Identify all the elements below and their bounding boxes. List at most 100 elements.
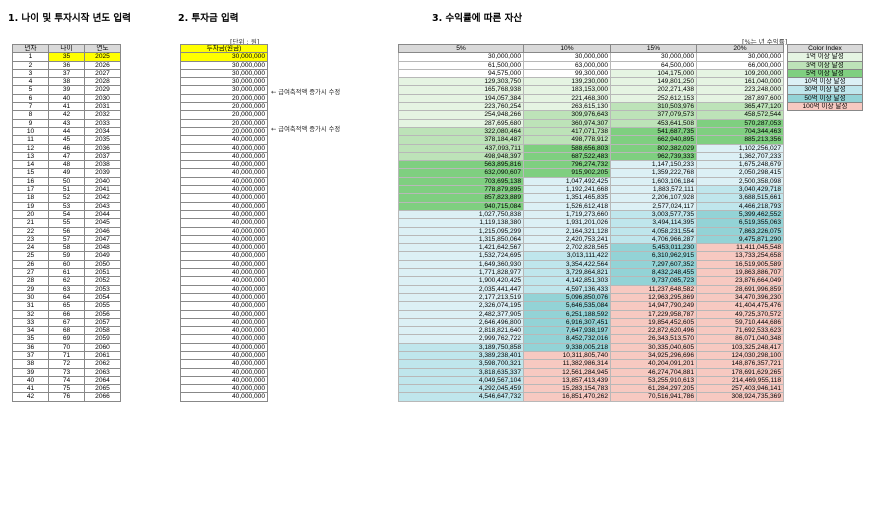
table-row: 20,000,000 bbox=[180, 93, 268, 104]
investment-cell[interactable]: 40,000,000 bbox=[180, 317, 268, 328]
year-cell[interactable]: 2025 bbox=[84, 52, 121, 62]
table-row: 30,000,000 bbox=[180, 52, 268, 62]
asset-cell: 498,778,912 bbox=[523, 135, 611, 145]
table-row: 4 38 2028 bbox=[12, 77, 121, 87]
investment-cell[interactable]: 40,000,000 bbox=[180, 201, 268, 211]
asset-cell: 13,857,413,439 bbox=[523, 375, 611, 386]
year-index-cell: 17 bbox=[12, 185, 49, 195]
table-row: 42 76 2066 bbox=[12, 392, 121, 402]
asset-cell: 378,184,487 bbox=[398, 135, 524, 145]
investment-cell[interactable]: 40,000,000 bbox=[180, 284, 268, 294]
age-cell: 51 bbox=[48, 185, 85, 195]
investment-cell[interactable]: 40,000,000 bbox=[180, 143, 268, 153]
year-index-cell: 24 bbox=[12, 243, 49, 253]
investment-cell[interactable]: 40,000,000 bbox=[180, 359, 268, 369]
year-cell: 2054 bbox=[84, 292, 121, 303]
investment-cell[interactable]: 40,000,000 bbox=[180, 160, 268, 170]
asset-table: 5% 10% 15% 20% 30,000,000 30,000,000 30,000,0… bbox=[398, 43, 784, 402]
table-row: 40,000,000 bbox=[180, 309, 268, 319]
year-cell: 2051 bbox=[84, 267, 121, 278]
table-row: 25 59 2049 bbox=[12, 251, 121, 261]
year-cell: 2047 bbox=[84, 234, 121, 245]
asset-cell: 778,879,895 bbox=[398, 185, 524, 195]
investment-cell[interactable]: 40,000,000 bbox=[180, 234, 268, 245]
investment-cell[interactable]: 30,000,000 bbox=[180, 85, 268, 95]
investment-cell[interactable]: 40,000,000 bbox=[180, 259, 268, 270]
asset-cell: 7,863,226,075 bbox=[696, 226, 784, 236]
investment-cell[interactable]: 40,000,000 bbox=[180, 243, 268, 253]
year-cell: 2039 bbox=[84, 168, 121, 178]
investment-cell[interactable]: 40,000,000 bbox=[180, 301, 268, 311]
year-index-cell: 34 bbox=[12, 326, 49, 336]
table-row: 21 55 2045 bbox=[12, 218, 121, 228]
asset-cell: 1,900,420,425 bbox=[398, 276, 524, 286]
asset-cell: 165,768,938 bbox=[398, 85, 524, 95]
investment-cell[interactable]: 30,000,000 bbox=[180, 68, 268, 79]
asset-cell: 2,035,441,447 bbox=[398, 284, 524, 294]
asset-cell: 8,452,732,016 bbox=[523, 334, 611, 344]
investment-cell[interactable]: 40,000,000 bbox=[180, 151, 268, 162]
asset-cell: 1,883,572,111 bbox=[610, 185, 697, 195]
investment-cell[interactable]: 40,000,000 bbox=[180, 375, 268, 386]
table-row: 2,326,074,195 5,646,535,084 14,947,790,249… bbox=[398, 301, 784, 311]
investment-cell[interactable]: 40,000,000 bbox=[180, 292, 268, 303]
year-cell: 2066 bbox=[84, 392, 121, 402]
asset-cell: 588,656,803 bbox=[523, 143, 611, 153]
table-row: 36 70 2060 bbox=[12, 342, 121, 353]
asset-cell: 30,335,040,605 bbox=[610, 342, 697, 353]
investment-cell[interactable]: 20,000,000 bbox=[180, 102, 268, 112]
unit-label: [단위 : 원] bbox=[230, 38, 260, 46]
table-row: 15 49 2039 bbox=[12, 168, 121, 178]
table-row: 2,818,821,640 7,647,938,197 22,872,620,496… bbox=[398, 326, 784, 336]
age-cell[interactable]: 35 bbox=[48, 52, 85, 62]
investment-cell[interactable]: 40,000,000 bbox=[180, 185, 268, 195]
asset-cell: 17,229,958,787 bbox=[610, 309, 697, 319]
investment-table: 투자금(원금) 30,000,000 30,000,000 30,000,000 30… bbox=[180, 43, 268, 402]
table-row: 4,292,045,459 15,283,154,783 61,284,297,20… bbox=[398, 384, 784, 394]
investment-cell[interactable]: 20,000,000 bbox=[180, 118, 268, 128]
age-cell: 57 bbox=[48, 234, 85, 245]
investment-cell[interactable]: 40,000,000 bbox=[180, 226, 268, 236]
investment-cell[interactable]: 40,000,000 bbox=[180, 267, 268, 278]
year-index-cell: 33 bbox=[12, 317, 49, 328]
table-row: 40,000,000 bbox=[180, 367, 268, 377]
table-row: 1,215,095,299 2,164,321,128 4,058,231,554 7… bbox=[398, 226, 784, 236]
investment-cell[interactable]: 40,000,000 bbox=[180, 209, 268, 220]
table-row: 1,532,724,695 3,013,111,422 6,310,962,915 1… bbox=[398, 251, 784, 261]
investment-cell[interactable]: 40,000,000 bbox=[180, 135, 268, 145]
asset-cell: 2,702,828,565 bbox=[523, 243, 611, 253]
investment-cell[interactable]: 40,000,000 bbox=[180, 251, 268, 261]
age-cell: 54 bbox=[48, 209, 85, 220]
asset-cell: 148,876,357,721 bbox=[696, 359, 784, 369]
rate-header: 10% bbox=[523, 43, 611, 54]
table-row: 940,715,084 1,526,612,418 2,577,024,117 4,4… bbox=[398, 201, 784, 211]
investment-cell[interactable]: 40,000,000 bbox=[180, 326, 268, 336]
investment-cell[interactable]: 30,000,000 bbox=[180, 77, 268, 87]
investment-cell[interactable]: 40,000,000 bbox=[180, 176, 268, 187]
year-cell: 2029 bbox=[84, 85, 121, 95]
investment-cell[interactable]: 40,000,000 bbox=[180, 309, 268, 319]
asset-cell: 2,500,358,098 bbox=[696, 176, 784, 187]
investment-cell[interactable]: 40,000,000 bbox=[180, 193, 268, 203]
legend-item: 50억 이상 달성 bbox=[787, 93, 863, 104]
investment-cell[interactable]: 40,000,000 bbox=[180, 168, 268, 178]
investment-cell[interactable]: 40,000,000 bbox=[180, 350, 268, 361]
investment-cell[interactable]: 40,000,000 bbox=[180, 276, 268, 286]
investment-cell[interactable]: 40,000,000 bbox=[180, 367, 268, 377]
investment-cell[interactable]: 40,000,000 bbox=[180, 384, 268, 394]
year-index-cell: 40 bbox=[12, 375, 49, 386]
investment-cell[interactable]: 20,000,000 bbox=[180, 126, 268, 137]
investment-cell[interactable]: 40,000,000 bbox=[180, 218, 268, 228]
table-row: 30,000,000 30,000,000 30,000,000 30,000,000 bbox=[398, 52, 784, 62]
asset-cell: 287,897,600 bbox=[696, 93, 784, 104]
asset-cell: 3,013,111,422 bbox=[523, 251, 611, 261]
investment-cell[interactable]: 20,000,000 bbox=[180, 93, 268, 104]
investment-cell[interactable]: 40,000,000 bbox=[180, 392, 268, 402]
investment-cell[interactable]: 30,000,000 bbox=[180, 60, 268, 70]
asset-cell: 962,739,333 bbox=[610, 151, 697, 162]
investment-cell[interactable]: 30,000,000 bbox=[180, 52, 268, 62]
investment-cell[interactable]: 40,000,000 bbox=[180, 342, 268, 353]
investment-cell[interactable]: 40,000,000 bbox=[180, 334, 268, 344]
year-index-cell: 30 bbox=[12, 292, 49, 303]
investment-cell[interactable]: 20,000,000 bbox=[180, 110, 268, 120]
